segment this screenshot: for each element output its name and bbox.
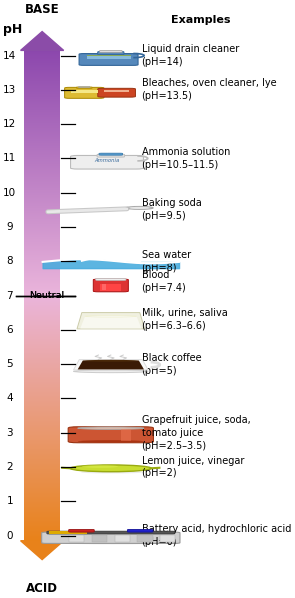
Ellipse shape [83, 360, 139, 362]
Text: 1: 1 [6, 496, 13, 507]
Bar [86, 54, 131, 56]
Bar [137, 535, 153, 542]
FancyBboxPatch shape [127, 529, 153, 532]
Bar [69, 535, 84, 542]
FancyBboxPatch shape [97, 154, 124, 157]
Text: pH: pH [3, 23, 23, 36]
Text: Baking soda
(pH=9.5): Baking soda (pH=9.5) [142, 199, 201, 221]
Text: 8: 8 [6, 257, 13, 266]
Text: 12: 12 [3, 119, 16, 129]
Ellipse shape [70, 465, 151, 472]
FancyBboxPatch shape [98, 51, 124, 54]
Bar [121, 429, 131, 441]
Bar [92, 535, 107, 542]
Text: Milk, urine, saliva
(pH=6.3–6.6): Milk, urine, saliva (pH=6.3–6.6) [142, 308, 227, 331]
Polygon shape [77, 313, 145, 329]
Polygon shape [78, 361, 144, 370]
Text: Ammonia solution
(pH=10.5–11.5): Ammonia solution (pH=10.5–11.5) [142, 147, 230, 170]
Text: BASE: BASE [25, 3, 60, 16]
Text: Battery acid, hydrochloric acid
(pH=0): Battery acid, hydrochloric acid (pH=0) [142, 524, 291, 547]
FancyBboxPatch shape [99, 153, 123, 155]
Bar [100, 283, 122, 291]
Bar [115, 535, 130, 542]
Ellipse shape [78, 427, 144, 429]
Bar [42, 261, 179, 268]
Ellipse shape [130, 207, 150, 209]
FancyBboxPatch shape [47, 531, 175, 534]
Text: ACID: ACID [26, 582, 58, 595]
Text: Neutral: Neutral [29, 291, 64, 300]
Polygon shape [73, 359, 148, 370]
Text: Neutral: Neutral [29, 291, 64, 300]
Text: 14: 14 [3, 51, 16, 60]
Text: 2: 2 [6, 462, 13, 472]
FancyBboxPatch shape [42, 532, 180, 544]
Ellipse shape [126, 206, 153, 209]
Polygon shape [80, 316, 141, 328]
Text: 6: 6 [6, 325, 13, 335]
Text: 10: 10 [3, 188, 16, 198]
Bar [160, 535, 175, 542]
Polygon shape [21, 541, 64, 560]
Text: Black coffee
(pH=5): Black coffee (pH=5) [142, 353, 201, 376]
Text: 4: 4 [6, 393, 13, 404]
Text: Sea water
(pH=8): Sea water (pH=8) [142, 250, 191, 273]
Text: Lemon juice, vinegar
(pH=2): Lemon juice, vinegar (pH=2) [142, 456, 244, 478]
FancyBboxPatch shape [93, 279, 128, 292]
FancyBboxPatch shape [79, 54, 138, 65]
Text: 13: 13 [3, 85, 16, 95]
Text: Ammonia: Ammonia [94, 158, 120, 163]
Text: 3: 3 [6, 428, 13, 438]
Ellipse shape [85, 316, 137, 317]
Text: Blood
(pH=7.4): Blood (pH=7.4) [142, 270, 186, 293]
Bar [49, 532, 87, 533]
FancyBboxPatch shape [68, 427, 153, 443]
Bar [86, 56, 131, 59]
Bar [104, 90, 129, 92]
Text: Bleaches, oven cleaner, lye
(pH=13.5): Bleaches, oven cleaner, lye (pH=13.5) [142, 78, 276, 101]
Ellipse shape [85, 167, 142, 169]
FancyBboxPatch shape [65, 87, 104, 98]
FancyBboxPatch shape [98, 89, 135, 97]
Ellipse shape [82, 465, 118, 468]
Text: Liquid drain cleaner
(pH=14): Liquid drain cleaner (pH=14) [142, 44, 239, 67]
Text: 7: 7 [6, 291, 13, 301]
Text: Examples: Examples [171, 14, 231, 25]
Bar [101, 285, 106, 290]
Text: 11: 11 [3, 154, 16, 163]
Ellipse shape [73, 370, 148, 373]
FancyBboxPatch shape [99, 50, 122, 53]
Polygon shape [21, 32, 64, 50]
FancyBboxPatch shape [76, 87, 92, 89]
Ellipse shape [66, 542, 160, 544]
Ellipse shape [81, 472, 143, 474]
FancyBboxPatch shape [69, 529, 94, 532]
Ellipse shape [88, 64, 138, 66]
FancyBboxPatch shape [71, 155, 143, 169]
FancyBboxPatch shape [96, 279, 126, 280]
Text: Grapefruit juice, soda,
tomato juice
(pH=2.5–3.5): Grapefruit juice, soda, tomato juice (pH… [142, 415, 250, 450]
Bar [71, 90, 98, 93]
Text: 5: 5 [6, 359, 13, 369]
Text: 9: 9 [6, 222, 13, 232]
Ellipse shape [78, 440, 144, 443]
Text: 0: 0 [6, 530, 13, 541]
